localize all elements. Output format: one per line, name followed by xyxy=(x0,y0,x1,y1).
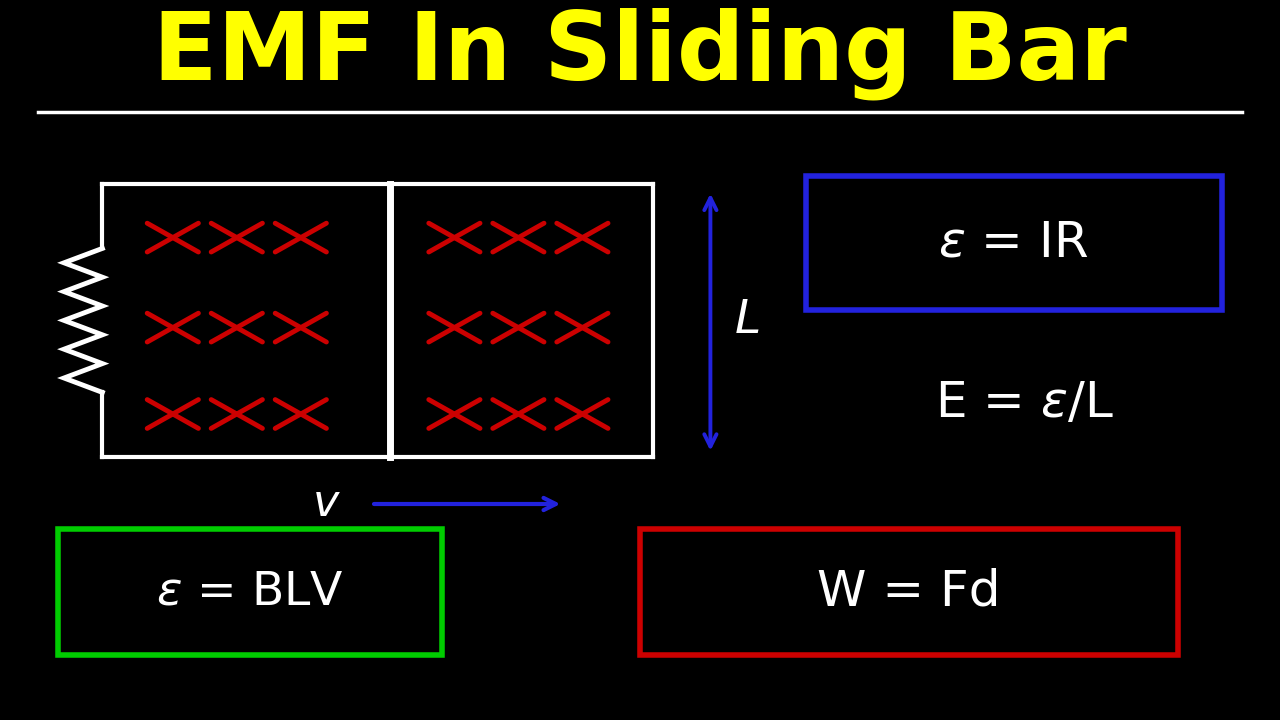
Text: E = $\varepsilon$/L: E = $\varepsilon$/L xyxy=(934,379,1114,427)
Bar xyxy=(58,529,442,655)
Text: L: L xyxy=(735,298,762,343)
Text: v: v xyxy=(314,482,339,526)
Bar xyxy=(806,176,1222,310)
Text: W = Fd: W = Fd xyxy=(817,568,1001,616)
Bar xyxy=(640,529,1178,655)
Text: EMF In Sliding Bar: EMF In Sliding Bar xyxy=(154,8,1126,100)
Text: $\varepsilon$ = BLV: $\varepsilon$ = BLV xyxy=(156,570,343,614)
Text: $\varepsilon$ = IR: $\varepsilon$ = IR xyxy=(938,219,1089,266)
